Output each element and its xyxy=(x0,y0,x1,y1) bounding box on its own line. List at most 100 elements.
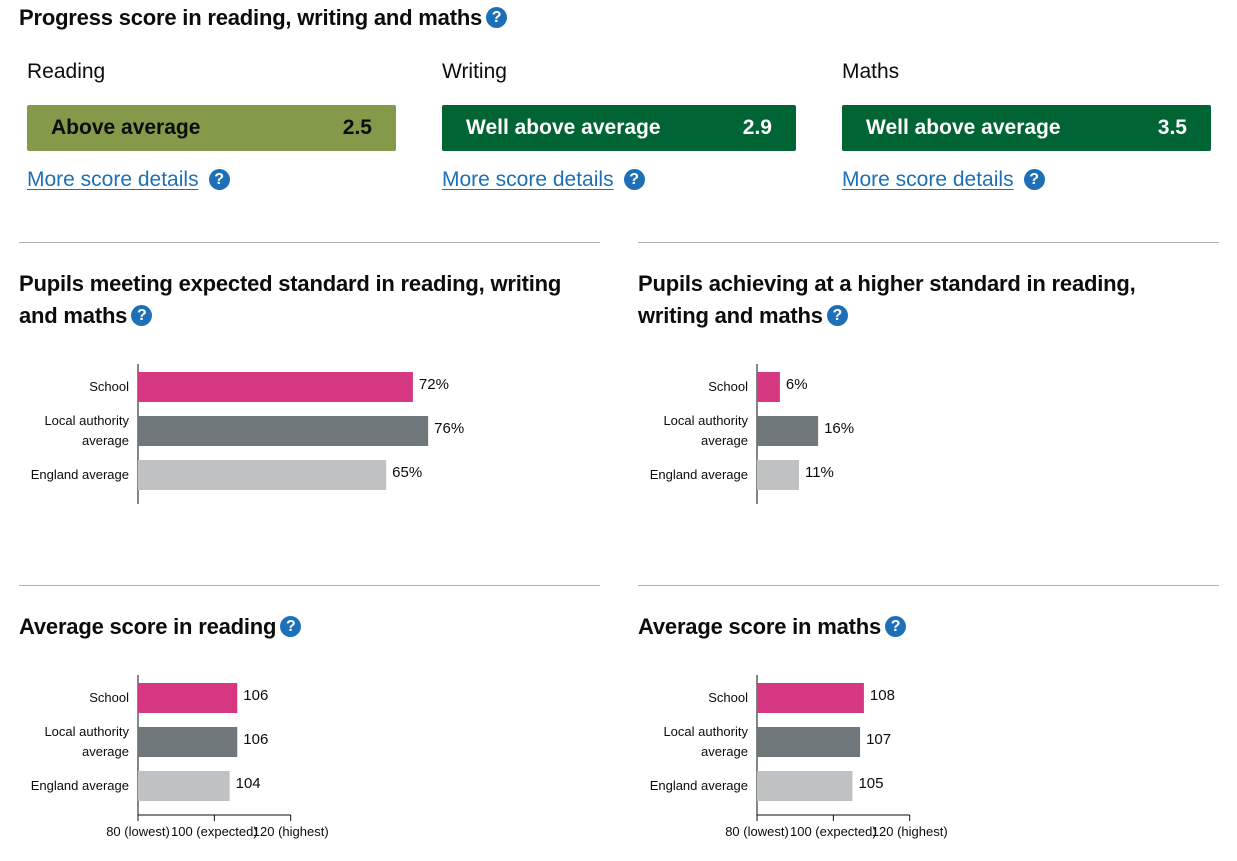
value-label: 106 xyxy=(243,731,268,748)
value-label: 108 xyxy=(870,687,895,704)
section-divider xyxy=(638,585,1219,586)
label-line: average xyxy=(701,744,748,759)
progress-score-title: Progress score in reading, writing and m… xyxy=(19,2,508,34)
more-score-details-link[interactable]: More score details xyxy=(842,168,1014,191)
local-authority-label: Local authority average xyxy=(44,413,129,448)
higher-standard-title: Pupils achieving at a higher standard in… xyxy=(638,268,1178,332)
progress-writing-badge: Well above average 2.9 xyxy=(442,105,796,151)
more-score-details-link[interactable]: More score details xyxy=(27,168,199,191)
help-icon[interactable]: ? xyxy=(885,616,907,637)
progress-maths-label: Maths xyxy=(842,60,900,83)
value-label: 65% xyxy=(392,464,422,481)
bar-chart-svg: 106 School 106 Local authority average 104 Eng… xyxy=(31,675,329,839)
x-tick-label: 80 (lowest) xyxy=(725,824,789,839)
england-label: England average xyxy=(31,467,129,482)
reading-score-title: Average score in reading? xyxy=(19,611,302,643)
help-icon[interactable]: ? xyxy=(1023,169,1045,190)
england-label: England average xyxy=(650,467,748,482)
section-divider xyxy=(19,242,600,243)
value-label: 11% xyxy=(805,464,834,481)
value-label: 72% xyxy=(419,376,449,393)
more-score-details-maths: More score details? xyxy=(842,164,1045,196)
label-line: Local authority xyxy=(663,413,748,428)
progress-writing-label: Writing xyxy=(442,60,507,83)
local-authority-bar xyxy=(138,416,429,446)
label-line: Local authority xyxy=(44,413,129,428)
school-bar xyxy=(757,372,780,402)
value-label: 76% xyxy=(434,420,464,437)
progress-score-title-text: Progress score in reading, writing and m… xyxy=(19,5,483,30)
maths-score-title-text: Average score in maths xyxy=(638,614,882,639)
england-label: England average xyxy=(650,778,748,793)
x-tick-label: 100 (expected) xyxy=(790,824,877,839)
more-score-details-reading: More score details? xyxy=(27,164,230,196)
school-label: School xyxy=(89,690,129,705)
higher-standard-chart: 6% School 16% Local authority average 11% Engl… xyxy=(619,362,1219,532)
england-bar xyxy=(138,460,387,490)
x-tick-label: 120 (highest) xyxy=(253,824,329,839)
help-icon[interactable]: ? xyxy=(280,616,302,637)
england-bar xyxy=(757,771,853,801)
school-label: School xyxy=(708,379,748,394)
reading-score-title-text: Average score in reading xyxy=(19,614,277,639)
england-bar xyxy=(757,460,799,490)
help-icon[interactable]: ? xyxy=(826,305,848,326)
label-line: Local authority xyxy=(663,724,748,739)
label-line: average xyxy=(82,744,129,759)
bar-chart-svg: 72% School 76% Local authority average 65% Eng… xyxy=(31,364,464,504)
progress-score: 3.5 xyxy=(1157,116,1187,139)
value-label: 6% xyxy=(786,376,808,393)
label-line: average xyxy=(701,433,748,448)
value-label: 104 xyxy=(236,775,261,792)
bar-chart-svg: 108 School 107 Local authority average 105 Eng… xyxy=(650,675,948,839)
progress-band: Well above average xyxy=(466,116,661,139)
progress-reading-badge: Above average 2.5 xyxy=(27,105,396,151)
progress-maths: Maths Well above average 3.5 More score … xyxy=(842,56,1211,191)
more-score-details-writing: More score details? xyxy=(442,164,645,196)
progress-writing: Writing Well above average 2.9 More scor… xyxy=(442,56,796,191)
progress-reading-label: Reading xyxy=(27,60,106,83)
higher-standard-title-text: Pupils achieving at a higher standard in… xyxy=(638,271,1136,328)
expected-standard-title: Pupils meeting expected standard in read… xyxy=(19,268,594,332)
maths-score-chart: 108 School 107 Local authority average 105 Eng… xyxy=(619,673,1219,843)
local-authority-label: Local authority average xyxy=(663,413,748,448)
local-authority-label: Local authority average xyxy=(44,724,129,759)
school-bar xyxy=(138,683,238,713)
local-authority-label: Local authority average xyxy=(663,724,748,759)
help-icon[interactable]: ? xyxy=(131,305,153,326)
progress-score: 2.9 xyxy=(742,116,772,139)
school-bar xyxy=(757,683,864,713)
label-line: average xyxy=(82,433,129,448)
local-authority-bar xyxy=(138,727,238,757)
help-icon[interactable]: ? xyxy=(623,169,645,190)
x-tick-label: 120 (highest) xyxy=(872,824,948,839)
maths-score-title: Average score in maths? xyxy=(638,611,907,643)
school-bar xyxy=(138,372,413,402)
local-authority-bar xyxy=(757,727,861,757)
value-label: 107 xyxy=(866,731,891,748)
progress-band: Well above average xyxy=(866,116,1061,139)
help-icon[interactable]: ? xyxy=(486,7,508,28)
progress-score: 2.5 xyxy=(342,116,372,139)
england-label: England average xyxy=(31,778,129,793)
progress-band: Above average xyxy=(51,116,201,139)
section-divider xyxy=(638,242,1219,243)
school-label: School xyxy=(708,690,748,705)
bar-chart-svg: 6% School 16% Local authority average 11% Engl… xyxy=(650,364,854,504)
reading-score-chart: 106 School 106 Local authority average 104 Eng… xyxy=(0,673,600,843)
value-label: 105 xyxy=(858,775,883,792)
x-tick-label: 80 (lowest) xyxy=(106,824,170,839)
local-authority-bar xyxy=(757,416,819,446)
expected-standard-chart: 72% School 76% Local authority average 65% Eng… xyxy=(0,362,600,532)
expected-standard-title-text: Pupils meeting expected standard in read… xyxy=(19,271,562,328)
help-icon[interactable]: ? xyxy=(208,169,230,190)
progress-maths-badge: Well above average 3.5 xyxy=(842,105,1211,151)
progress-reading: Reading Above average 2.5 More score det… xyxy=(27,56,396,191)
section-divider xyxy=(19,585,600,586)
england-bar xyxy=(138,771,230,801)
school-label: School xyxy=(89,379,129,394)
value-label: 16% xyxy=(824,420,854,437)
more-score-details-link[interactable]: More score details xyxy=(442,168,614,191)
value-label: 106 xyxy=(243,687,268,704)
x-tick-label: 100 (expected) xyxy=(171,824,258,839)
